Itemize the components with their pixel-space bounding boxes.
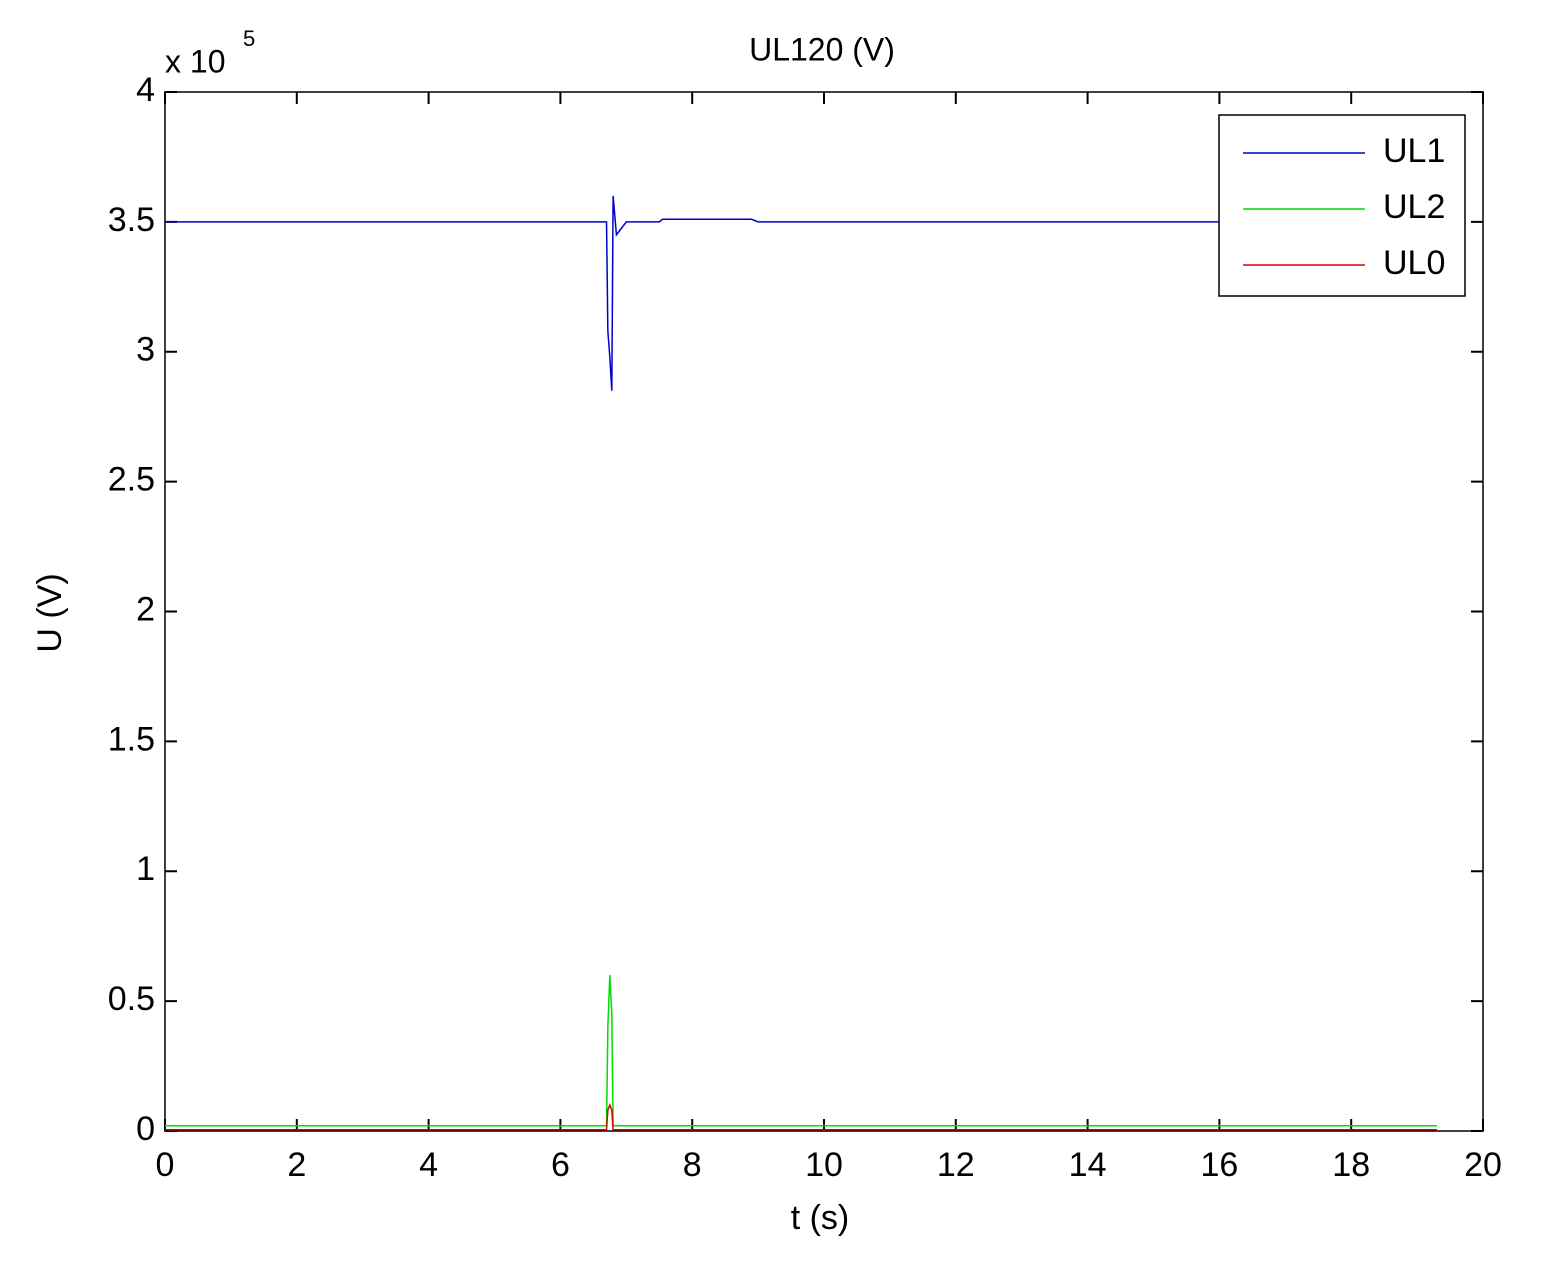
x-tick-label: 0: [156, 1146, 175, 1184]
x-tick-label: 10: [805, 1146, 843, 1184]
y-multiplier-exponent: 5: [243, 26, 255, 51]
x-tick-label: 14: [1069, 1146, 1107, 1184]
y-multiplier: x 10: [165, 43, 225, 79]
legend-label: UL2: [1383, 188, 1445, 226]
y-tick-label: 4: [136, 71, 155, 109]
x-tick-label: 2: [287, 1146, 306, 1184]
y-tick-label: 2: [136, 590, 155, 628]
y-tick-label: 2.5: [108, 461, 155, 499]
legend-label: UL1: [1383, 132, 1445, 170]
legend-label: UL0: [1383, 244, 1445, 282]
series-line: [165, 1102, 1437, 1131]
legend-box: [1218, 114, 1466, 297]
chart-title: UL120 (V): [749, 31, 895, 67]
series-line: [165, 975, 1437, 1127]
y-tick-label: 1: [136, 850, 155, 888]
x-tick-label: 18: [1332, 1146, 1370, 1184]
series-line: [165, 195, 1437, 391]
y-tick-label: 0.5: [108, 980, 155, 1018]
y-axis-label: U (V): [31, 573, 69, 652]
y-tick-label: 3.5: [108, 201, 155, 239]
x-tick-label: 8: [683, 1146, 702, 1184]
x-tick-label: 20: [1464, 1146, 1502, 1184]
x-tick-label: 12: [937, 1146, 975, 1184]
x-tick-label: 16: [1200, 1146, 1238, 1184]
y-tick-label: 3: [136, 331, 155, 369]
x-tick-label: 4: [419, 1146, 438, 1184]
y-tick-label: 0: [136, 1110, 155, 1148]
y-tick-label: 1.5: [108, 720, 155, 758]
x-tick-label: 6: [551, 1146, 570, 1184]
x-axis-label: t (s): [791, 1199, 850, 1237]
